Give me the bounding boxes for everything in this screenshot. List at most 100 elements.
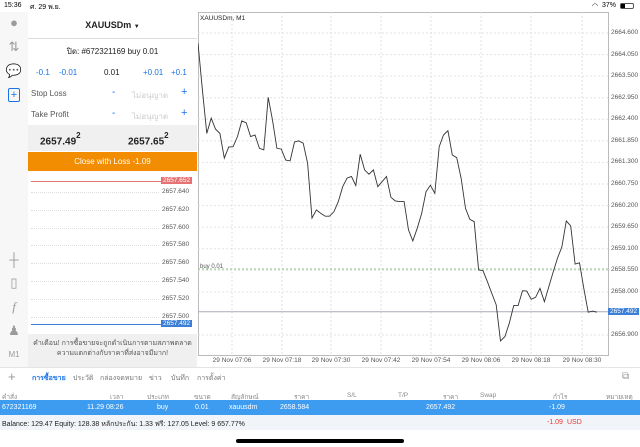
y-tick-label: 2664.050 — [611, 50, 639, 58]
chevron-down-icon: ▼ — [133, 24, 140, 30]
bottom-tabs: + การซื้อขาย ประวัติ กล่องจดหมาย ข่าว บั… — [0, 367, 640, 385]
add-icon[interactable]: + — [8, 369, 16, 384]
step-plus-0-01[interactable]: +0.01 — [143, 68, 164, 77]
chart-canvas[interactable] — [197, 12, 640, 370]
y-tick-label: 2659.650 — [611, 223, 639, 231]
ladder-price-label: 2657.580 — [162, 241, 190, 249]
ladder-grid-line — [31, 245, 159, 247]
ladder-price-label: 2657.520 — [162, 294, 190, 302]
ask-line — [31, 181, 161, 182]
crosshair-icon[interactable]: ┼ — [9, 252, 19, 267]
ask-label: 2657.652 — [161, 177, 193, 184]
y-tick-label: 2662.400 — [611, 115, 639, 123]
take-profit-input[interactable]: ไม่อนุญาต — [132, 112, 169, 121]
ladder-grid-line — [31, 281, 159, 282]
order-id: 672321169 — [2, 404, 37, 411]
battery-icon — [620, 3, 634, 9]
take-profit-minus[interactable]: - — [112, 108, 116, 119]
y-tick-label: 2660.750 — [611, 180, 639, 187]
ladder-price-label: 2657.560 — [162, 259, 190, 267]
order-open-price: 2658.584 — [280, 404, 310, 411]
order-size: 0.01 — [195, 404, 209, 411]
ladder-grid-line — [31, 263, 159, 265]
order-type: buy — [157, 404, 169, 411]
stop-loss-input[interactable]: ไม่อนุญาต — [132, 91, 169, 100]
col-sl: S/L — [347, 392, 357, 399]
col-size: ขนาด — [194, 394, 211, 401]
y-tick-label: 2659.100 — [611, 244, 639, 252]
chart-title: XAUUSDm, M1 — [200, 15, 246, 22]
ladder-grid-line — [31, 209, 159, 211]
objects-icon[interactable]: ♟ — [8, 323, 20, 338]
status-bar: 15:36 ศ. 29 พ.ย. ◠ 37% — [0, 0, 640, 12]
y-tick-label: 2661.300 — [611, 158, 639, 166]
wifi-icon: ◠ — [592, 3, 599, 10]
balance-text: Balance: 129.47 Equity: 128.38 หลักประกั… — [2, 421, 245, 428]
col-profit: กำไร — [553, 394, 568, 401]
x-tick-label: 29 Nov 07:42 — [361, 357, 401, 364]
order-symbol: xauusdm — [229, 404, 258, 411]
order-line-label: buy 0.01 — [200, 264, 224, 270]
col-comment: หมายเหตุ — [606, 394, 633, 401]
ask-price: 2657.652 — [128, 131, 169, 148]
y-tick-label: 2658.000 — [611, 287, 639, 295]
step-minus-0-01[interactable]: -0.01 — [59, 68, 78, 77]
stop-loss-minus[interactable]: - — [112, 87, 116, 98]
x-tick-label: 29 Nov 07:06 — [212, 357, 252, 364]
tab-history[interactable]: ประวัติ — [73, 375, 94, 382]
price-chart[interactable]: XAUUSDm, M1 buy 0.01 2664.600 2664.050 266… — [197, 12, 640, 370]
ladder-grid-line — [31, 298, 159, 300]
quote-bar: 2657.492 2657.652 — [28, 125, 197, 151]
x-tick-label: 29 Nov 07:30 — [311, 357, 351, 364]
tab-trade[interactable]: การซื้อขาย — [32, 375, 66, 382]
y-tick-label: 2660.200 — [611, 201, 639, 209]
step-plus-0-1[interactable]: +0.1 — [171, 68, 187, 77]
chat-icon[interactable]: 💬 — [5, 63, 23, 78]
stop-loss-plus[interactable]: + — [181, 86, 188, 98]
clock: 15:36 — [4, 2, 22, 9]
new-order-icon[interactable]: + — [8, 88, 20, 102]
ladder-grid-line — [31, 192, 159, 193]
col-price: ราคา — [443, 394, 459, 401]
x-tick-label: 29 Nov 08:06 — [461, 357, 501, 364]
col-swap: Swap — [480, 392, 497, 399]
y-tick-label: 2663.500 — [611, 72, 639, 80]
tab-news[interactable]: ข่าว — [149, 375, 162, 382]
date: ศ. 29 พ.ย. — [30, 4, 61, 11]
current-price-label: 2657.492 — [608, 307, 640, 315]
step-minus-0-1[interactable]: -0.1 — [36, 68, 50, 77]
table-row[interactable]: 672321169 11.29 08:26 buy 0.01 xauusdm 2… — [0, 400, 640, 415]
ladder-grid-line — [31, 316, 159, 318]
tab-journal[interactable]: บันทึก — [171, 375, 190, 382]
col-time: เวลา — [110, 394, 124, 401]
trade-arrows-icon[interactable]: ⇅ — [8, 39, 20, 54]
bid-price: 2657.492 — [40, 131, 81, 148]
y-tick-label: 2656.900 — [611, 330, 639, 338]
ladder-price-label: 2657.540 — [162, 277, 190, 284]
left-toolbar: ● ⇅ 💬 + ┼ ▯ f ♟ M1 — [0, 12, 28, 367]
order-price: 2657.492 — [426, 404, 456, 411]
home-indicator — [236, 439, 404, 443]
account-icon[interactable]: ● — [10, 15, 18, 30]
x-tick-label: 29 Nov 07:54 — [411, 357, 451, 364]
bid-label: 2657.492 — [161, 320, 193, 327]
timeframe-button[interactable]: M1 — [8, 350, 20, 359]
indicators-icon[interactable]: f — [12, 299, 16, 314]
col-tp: T/P — [398, 392, 409, 399]
tab-mailbox[interactable]: กล่องจดหมาย — [100, 375, 143, 382]
order-panel: XAUUSDm ▼ ปิด: #672321169 buy 0.01 -0.1 … — [28, 12, 197, 370]
battery-level: 37% — [602, 2, 617, 9]
stop-loss-label: Stop Loss — [31, 89, 67, 98]
slippage-warning: คำเตือน! การซื้อขายจะถูกดำเนินการตามสภาพ… — [28, 334, 197, 368]
layout-icon[interactable]: ⧉ — [622, 371, 630, 382]
symbol-selector[interactable]: XAUUSDm ▼ — [28, 12, 197, 39]
symbol-name: XAUUSDm — [85, 20, 132, 30]
take-profit-plus[interactable]: + — [181, 107, 188, 119]
tab-settings[interactable]: การตั้งค่า — [197, 375, 226, 382]
ladder-price-label: 2657.500 — [162, 312, 190, 320]
volume-value[interactable]: 0.01 — [104, 68, 120, 77]
close-with-loss-button[interactable]: Close with Loss -1.09 — [28, 152, 197, 171]
ladder-price-label: 2657.620 — [162, 205, 190, 213]
candlestick-icon[interactable]: ▯ — [10, 275, 18, 290]
x-tick-label: 29 Nov 08:18 — [511, 357, 551, 364]
